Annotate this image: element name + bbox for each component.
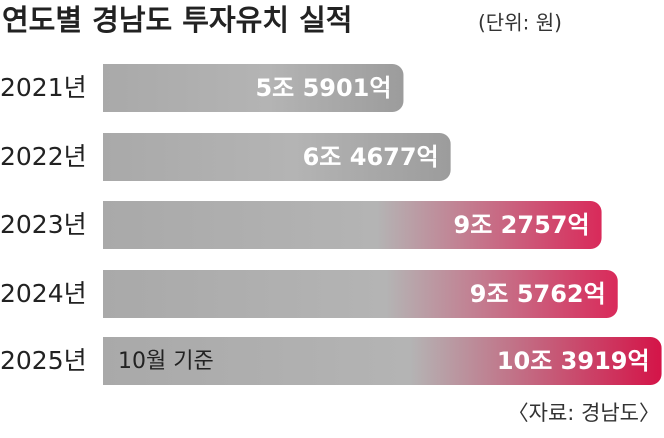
value-label: 10조 3919억	[497, 347, 650, 375]
value-label: 9조 2757억	[454, 211, 590, 239]
bar	[103, 64, 404, 112]
source: 〈자료: 경남도〉	[508, 401, 660, 425]
chart-subtitle: (단위: 원)	[478, 11, 562, 35]
value-label: 5조 5901억	[255, 74, 391, 102]
value-label: 9조 5762억	[470, 280, 606, 308]
annotation: 10월 기준	[118, 349, 214, 374]
y-tick-label: 2024년	[0, 279, 87, 308]
chart-title: 연도별 경남도 투자유치 실적	[2, 3, 352, 37]
bar	[103, 201, 602, 249]
value-label: 6조 4677억	[303, 143, 439, 171]
y-tick-label: 2021년	[0, 73, 87, 102]
y-tick-label: 2023년	[0, 210, 87, 239]
y-tick-label: 2025년	[0, 346, 87, 375]
y-tick-label: 2022년	[0, 142, 87, 171]
bar	[103, 133, 451, 181]
bar	[103, 337, 662, 385]
bar	[103, 270, 618, 318]
